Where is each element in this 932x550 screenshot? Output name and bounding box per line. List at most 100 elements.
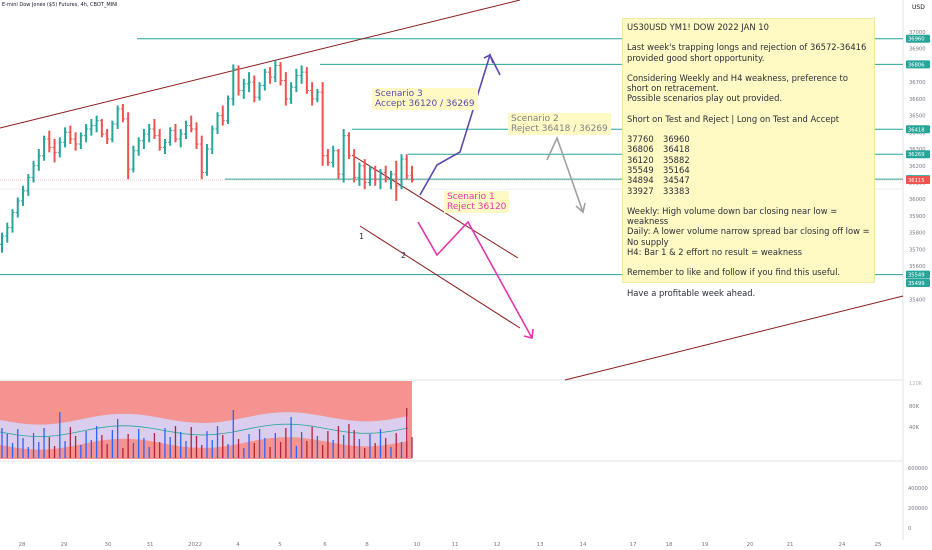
currency-label: USD	[912, 4, 925, 11]
candle	[331, 145, 336, 168]
candle	[126, 112, 131, 180]
candle	[10, 209, 15, 233]
long-level: 35882	[663, 154, 690, 165]
price-tick-label: 35700	[909, 247, 926, 253]
candle	[36, 149, 41, 171]
levels-row: 34894 34547	[627, 175, 870, 185]
note-weekly: Weekly: High volume down bar closing nea…	[627, 205, 838, 227]
scenario-2-text: Reject 36418 / 36269	[511, 124, 608, 134]
date-tick-label: 31	[147, 542, 154, 548]
bar-label-1: 1	[359, 232, 365, 241]
candle	[336, 149, 341, 180]
price-badge-box	[906, 278, 930, 287]
price-badge: 36269	[906, 150, 930, 159]
candle	[394, 160, 399, 201]
candle	[131, 145, 136, 173]
scenario-1-text: Reject 36120	[447, 202, 507, 212]
date-tick-label: 29	[61, 542, 68, 548]
price-badge: 36806	[906, 60, 930, 69]
candle	[26, 174, 31, 196]
candle	[157, 128, 162, 151]
note-levels-table: 37760 36960 36806 36418 36120 35882 35549 35…	[627, 134, 870, 196]
candle	[84, 123, 89, 143]
candle	[162, 139, 167, 155]
price-tick-label: 35400	[909, 298, 926, 304]
date-tick-label: 5	[278, 542, 282, 548]
scenario-1-title: Scenario 1	[447, 192, 495, 202]
short-level: 37760	[627, 134, 654, 145]
candle	[141, 128, 146, 150]
date-tick-label: 10	[414, 542, 421, 548]
price-tick-label: 36500	[909, 114, 926, 120]
price-tick-label: 36200	[909, 164, 926, 170]
lower-tick-label: 400000	[908, 486, 928, 492]
candle	[89, 118, 94, 136]
candle	[52, 139, 57, 163]
date-tick-label: 14	[580, 542, 587, 548]
scenario-3-text: Accept 36120 / 36269	[375, 99, 475, 109]
levels-row: 33927 33383	[627, 186, 870, 196]
candle	[105, 128, 110, 145]
price-tick-label: 36700	[909, 80, 926, 86]
candle	[304, 67, 309, 94]
candle	[399, 154, 404, 190]
price-tick-label: 35600	[909, 264, 926, 270]
candle	[404, 154, 409, 180]
long-level: 36418	[663, 144, 690, 155]
note-title: US30USD YM1! DOW 2022 JAN 10	[627, 22, 769, 32]
date-tick-label: 6	[323, 542, 327, 548]
candle	[57, 137, 62, 158]
candle	[325, 149, 330, 166]
candle	[278, 62, 283, 86]
candle	[15, 197, 20, 218]
candle	[136, 137, 141, 156]
candle	[268, 67, 273, 84]
date-tick-label: 11	[452, 542, 459, 548]
price-badge: 36115	[906, 175, 930, 184]
note-paragraph-2: Considering Weekly and H4 weakness, pref…	[627, 72, 848, 94]
candle	[210, 125, 215, 155]
candle	[410, 165, 414, 183]
candle	[320, 82, 325, 166]
candle	[373, 165, 378, 186]
candle	[0, 232, 4, 253]
candle	[262, 68, 267, 91]
candle	[273, 60, 278, 83]
date-tick-label: 24	[839, 542, 846, 548]
scenario-3-arrowhead	[483, 53, 494, 64]
candle	[378, 169, 383, 190]
note-paragraph-1: Last week's trapping longs and rejection…	[627, 42, 867, 63]
short-level: 33927	[627, 185, 654, 196]
candle	[178, 128, 183, 148]
candle	[341, 128, 346, 183]
volume-tick-label: 80K	[909, 404, 920, 410]
candle	[315, 88, 320, 103]
price-badge: 36960	[906, 34, 930, 43]
price-badge-label: 35549	[908, 273, 925, 279]
candle	[168, 127, 173, 146]
date-tick-label: 2022	[188, 542, 202, 548]
scenario-1-arrow	[417, 220, 533, 339]
short-level: 36120	[627, 154, 654, 165]
short-level: 35549	[627, 164, 654, 175]
candle	[189, 115, 194, 133]
date-tick-label: 30	[105, 542, 112, 548]
date-tick-label: 8	[365, 542, 369, 548]
candle	[283, 72, 288, 106]
price-badge-label: 36115	[908, 178, 925, 184]
candle	[63, 127, 68, 148]
scenario-3-arrow	[419, 52, 501, 196]
candle	[257, 82, 262, 101]
scenario-2-arrow	[546, 135, 584, 213]
bar-label-2: 2	[401, 251, 407, 260]
scenario-2-label: Scenario 2 Reject 36418 / 36269	[508, 113, 611, 135]
price-badge: 35549	[906, 270, 930, 279]
scenario-1-label: Scenario 1 Reject 36120	[444, 191, 510, 213]
price-badge-label: 36418	[908, 127, 925, 133]
note-paragraph-6: Have a profitable week ahead.	[627, 287, 756, 298]
note-daily: Daily: A lower volume narrow spread bar …	[627, 226, 870, 247]
candle	[310, 82, 315, 106]
volume-average	[0, 423, 409, 437]
